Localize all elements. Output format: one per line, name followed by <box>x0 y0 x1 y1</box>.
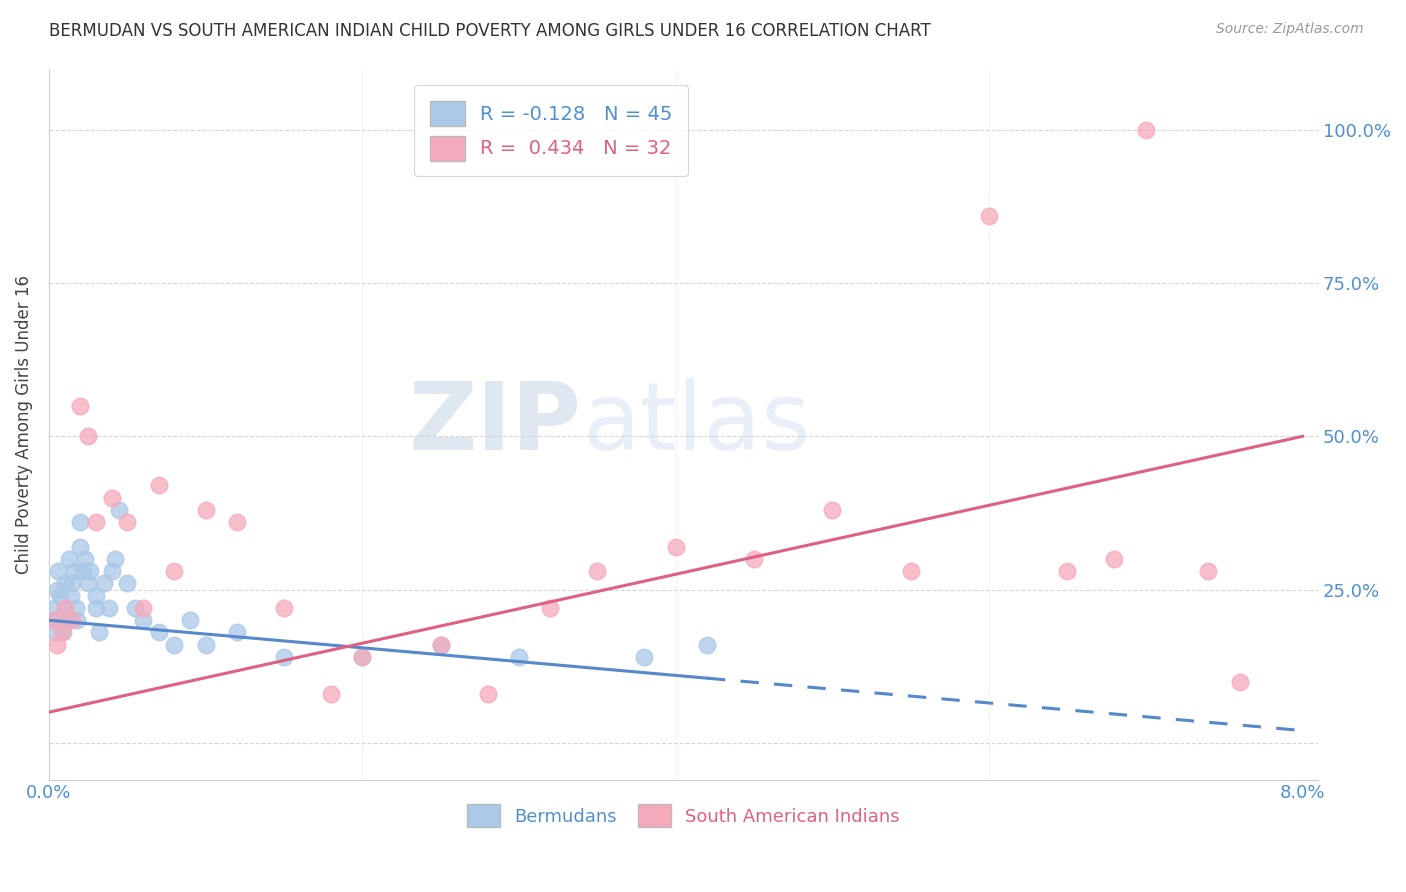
Point <box>73 552 96 566</box>
Text: Source: ZipAtlas.com: Source: ZipAtlas.com <box>1216 22 1364 37</box>
Point <box>72 564 94 578</box>
Point <box>696 638 718 652</box>
Point <box>42 613 65 627</box>
Point <box>194 503 217 517</box>
Point <box>1135 123 1157 137</box>
Point <box>226 515 249 529</box>
Legend: Bermudans, South American Indians: Bermudans, South American Indians <box>460 797 907 835</box>
Point <box>53 601 76 615</box>
Point <box>508 650 530 665</box>
Text: ZIP: ZIP <box>409 378 582 470</box>
Point <box>51 613 73 627</box>
Point <box>45 582 67 597</box>
Point <box>117 576 139 591</box>
Point <box>62 576 84 591</box>
Point <box>100 491 122 505</box>
Point <box>124 601 146 615</box>
Point <box>52 625 75 640</box>
Point <box>1198 564 1220 578</box>
Point <box>273 601 295 615</box>
Point <box>1056 564 1078 578</box>
Point <box>69 399 91 413</box>
Point <box>429 638 451 652</box>
Point <box>742 552 765 566</box>
Point <box>42 601 65 615</box>
Point <box>194 638 217 652</box>
Y-axis label: Child Poverty Among Girls Under 16: Child Poverty Among Girls Under 16 <box>15 275 32 574</box>
Point <box>352 650 374 665</box>
Point <box>352 650 374 665</box>
Point <box>41 613 63 627</box>
Point <box>49 589 72 603</box>
Point <box>77 429 100 443</box>
Point <box>429 638 451 652</box>
Point <box>62 613 84 627</box>
Point <box>100 564 122 578</box>
Point <box>226 625 249 640</box>
Point <box>53 576 76 591</box>
Point <box>117 515 139 529</box>
Point <box>79 564 101 578</box>
Point <box>53 601 76 615</box>
Point <box>900 564 922 578</box>
Point <box>44 625 66 640</box>
Point <box>1104 552 1126 566</box>
Point <box>163 564 186 578</box>
Point <box>319 687 342 701</box>
Point <box>132 613 155 627</box>
Text: BERMUDAN VS SOUTH AMERICAN INDIAN CHILD POVERTY AMONG GIRLS UNDER 16 CORRELATION: BERMUDAN VS SOUTH AMERICAN INDIAN CHILD … <box>49 22 931 40</box>
Point <box>633 650 655 665</box>
Point <box>66 613 89 627</box>
Point <box>84 515 107 529</box>
Point <box>148 478 170 492</box>
Point <box>104 552 127 566</box>
Point <box>45 638 67 652</box>
Point <box>51 625 73 640</box>
Point <box>163 638 186 652</box>
Point <box>58 552 80 566</box>
Point <box>477 687 499 701</box>
Point <box>1229 674 1251 689</box>
Point <box>56 613 79 627</box>
Point <box>63 564 86 578</box>
Point <box>93 576 115 591</box>
Point <box>108 503 131 517</box>
Point <box>69 540 91 554</box>
Point <box>97 601 120 615</box>
Point <box>77 576 100 591</box>
Point <box>148 625 170 640</box>
Point <box>132 601 155 615</box>
Point <box>179 613 201 627</box>
Point <box>665 540 688 554</box>
Point <box>821 503 844 517</box>
Text: atlas: atlas <box>582 378 810 470</box>
Point <box>65 601 87 615</box>
Point <box>586 564 609 578</box>
Point <box>48 564 70 578</box>
Point <box>538 601 561 615</box>
Point <box>59 589 82 603</box>
Point <box>273 650 295 665</box>
Point <box>84 601 107 615</box>
Point <box>977 209 1000 223</box>
Point <box>69 515 91 529</box>
Point <box>84 589 107 603</box>
Point <box>87 625 110 640</box>
